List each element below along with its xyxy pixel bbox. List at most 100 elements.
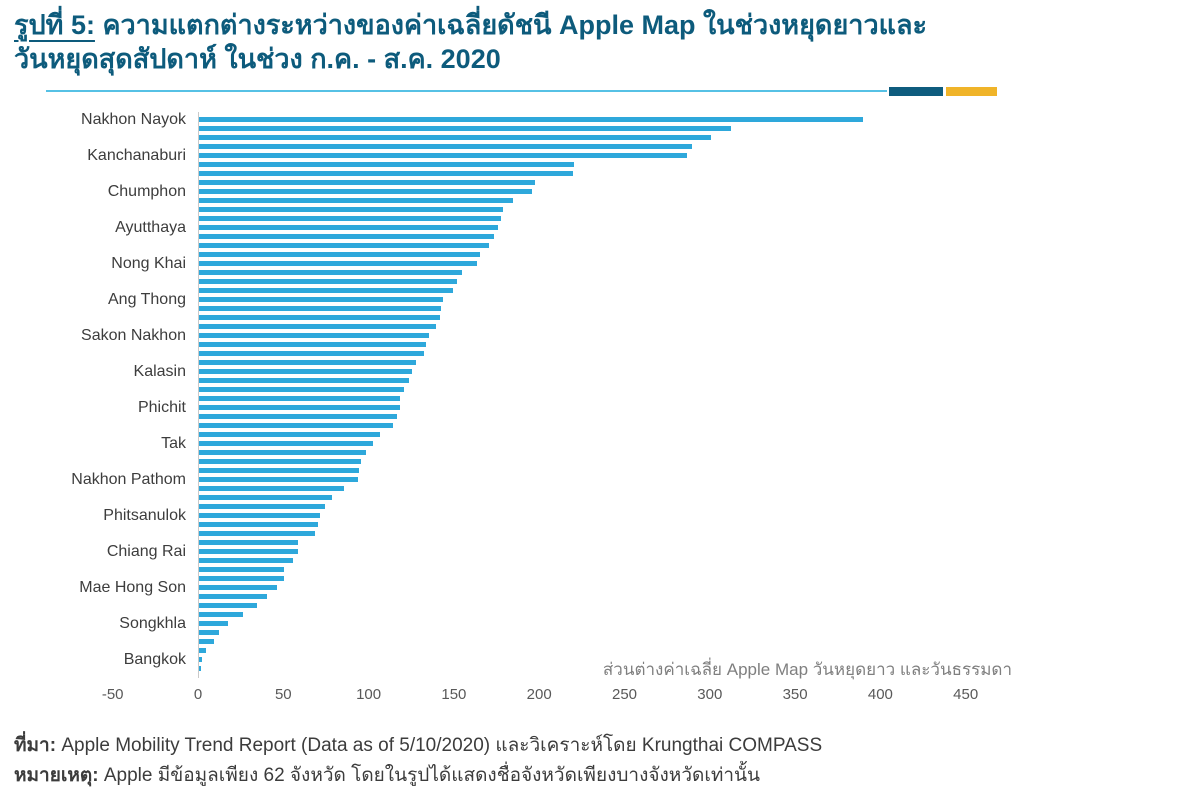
note-text: Apple มีข้อมูลเพียง 62 จังหวัด โดยในรูปไ… [98, 765, 760, 786]
bar [199, 216, 501, 221]
bar [199, 468, 359, 473]
y-axis-label: Songkhla [119, 614, 186, 632]
header-accent-rule [46, 86, 997, 96]
x-tick-label: 50 [274, 686, 292, 703]
bar [199, 270, 462, 275]
source-label: ที่มา: [14, 735, 57, 756]
x-tick-label: -50 [101, 686, 124, 703]
bar [199, 432, 380, 437]
bar [199, 639, 214, 644]
note-line: หมายเหตุ: Apple มีข้อมูลเพียง 62 จังหวัด… [14, 760, 1174, 790]
bar [199, 459, 361, 464]
accent-dark-segment [889, 86, 943, 96]
bar [199, 243, 489, 248]
bar [199, 261, 477, 266]
bar [199, 315, 440, 320]
bar [199, 495, 332, 500]
bar [199, 171, 573, 176]
y-axis-line [198, 112, 199, 678]
bar [199, 621, 228, 626]
bar [199, 405, 400, 410]
x-tick-label: 300 [697, 686, 723, 703]
figure-title-line1: ความแตกต่างระหว่างของค่าเฉลี่ยดัชนี Appl… [94, 10, 928, 40]
bar [199, 378, 409, 383]
bar [199, 585, 277, 590]
bar [199, 360, 416, 365]
y-axis-label: Ayutthaya [115, 218, 186, 236]
note-label: หมายเหตุ: [14, 765, 99, 786]
bar [199, 540, 298, 545]
bar [199, 423, 393, 428]
bar [199, 225, 498, 230]
x-tick-label: 100 [356, 686, 382, 703]
bar [199, 450, 366, 455]
bar [199, 279, 457, 284]
x-tick-label: 0 [193, 686, 203, 703]
bar [199, 522, 318, 527]
source-text: Apple Mobility Trend Report (Data as of … [56, 735, 823, 756]
bar [199, 630, 219, 635]
y-axis-label: Sakon Nakhon [81, 326, 186, 344]
y-axis-label: Phitsanulok [103, 506, 186, 524]
bar [199, 441, 373, 446]
bar [199, 396, 400, 401]
bar [199, 252, 480, 257]
x-tick-label: 250 [611, 686, 638, 703]
y-axis-label: Nakhon Nayok [81, 110, 186, 128]
bar [199, 594, 267, 599]
bar [199, 531, 315, 536]
bar [199, 126, 731, 131]
bar [199, 351, 424, 356]
bar [199, 117, 863, 122]
x-tick-label: 450 [953, 686, 979, 703]
bar-chart: Nakhon Nayok Kanchanaburi Chumphon Ayutthay… [71, 110, 1012, 704]
bar [199, 288, 453, 293]
bar [199, 513, 320, 518]
chart-annotation: ส่วนต่างค่าเฉลี่ย Apple Map วันหยุดยาว แ… [602, 660, 1012, 679]
x-tick-label: 150 [441, 686, 467, 703]
bar [199, 207, 503, 212]
bar [199, 333, 429, 338]
y-axis-label: Chumphon [107, 182, 186, 200]
bar [199, 135, 711, 140]
bar [199, 414, 397, 419]
bar [199, 477, 358, 482]
bar [199, 153, 687, 158]
bar [199, 549, 298, 554]
accent-gold-segment [946, 86, 997, 96]
bar [199, 648, 206, 653]
bar [199, 234, 494, 239]
bar [199, 297, 443, 302]
figure-title-line2: วันหยุดสุดสัปดาห์ ในช่วง ก.ค. - ส.ค. 202… [14, 44, 501, 74]
x-tick-label: 200 [526, 686, 552, 703]
bar [199, 603, 257, 608]
bar [199, 198, 513, 203]
bar [199, 144, 692, 149]
y-axis-label: Bangkok [123, 650, 186, 668]
bar [199, 180, 535, 185]
bar [199, 567, 284, 572]
figure-number-label: รูปที่ 5: [14, 10, 95, 40]
bar [199, 189, 532, 194]
y-axis-label: Mae Hong Son [79, 578, 186, 596]
y-axis-label: Kanchanaburi [87, 146, 186, 164]
bar [199, 306, 441, 311]
x-tick-label: 400 [867, 686, 893, 703]
bar [199, 576, 284, 581]
bar [199, 504, 325, 509]
bar [199, 342, 426, 347]
bar [199, 666, 201, 671]
bar [199, 387, 404, 392]
y-axis-label: Nong Khai [111, 254, 186, 272]
y-axis-label: Nakhon Pathom [71, 470, 186, 488]
bar [199, 612, 243, 617]
y-axis-label: Ang Thong [108, 290, 186, 308]
x-tick-label: 350 [782, 686, 808, 703]
figure-title: รูปที่ 5: ความแตกต่างระหว่างของค่าเฉลี่ย… [14, 8, 1114, 76]
y-axis-label: Chiang Rai [106, 542, 186, 560]
y-axis-label: Phichit [137, 398, 186, 416]
bar [199, 369, 412, 374]
y-axis-label: Kalasin [133, 362, 186, 380]
bar [199, 324, 436, 329]
